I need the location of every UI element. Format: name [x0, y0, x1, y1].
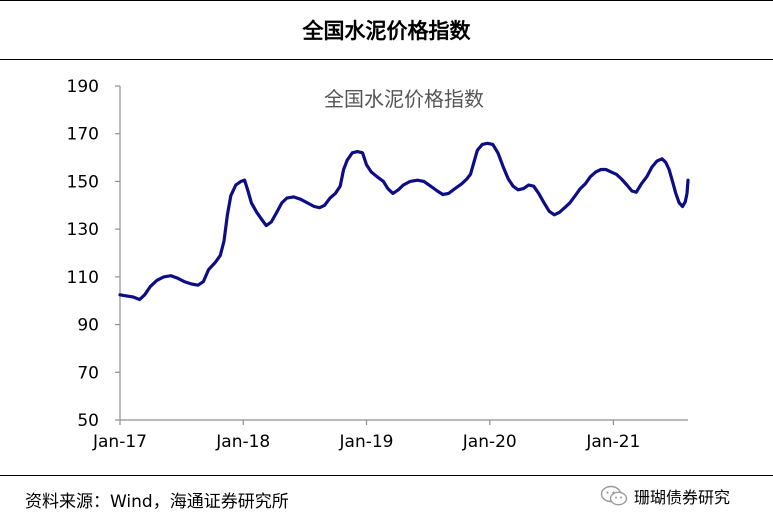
watermark-text: 珊瑚债券研究 [634, 488, 731, 507]
series-line [118, 141, 690, 302]
y-tick-label: 50 [77, 411, 99, 431]
x-tick-label: Jan-17 [92, 432, 147, 452]
chart-axes [115, 85, 688, 425]
x-tick-label: Jan-21 [585, 432, 640, 452]
chart-series [118, 141, 690, 302]
chart-inner-title: 全国水泥价格指数 [324, 87, 484, 111]
y-tick-label: 110 [67, 268, 99, 288]
chart-header-title: 全国水泥价格指数 [302, 18, 471, 43]
y-tick-label: 90 [77, 316, 99, 336]
x-tick-label: Jan-20 [462, 432, 517, 452]
source-note: 资料来源：Wind，海通证券研究所 [25, 492, 289, 512]
y-tick-label: 70 [77, 363, 99, 383]
y-tick-label: 130 [67, 220, 99, 240]
watermark: 珊瑚债券研究 [600, 484, 730, 508]
x-tick-label: Jan-18 [215, 432, 270, 452]
x-tick-label: Jan-19 [339, 432, 394, 452]
wechat-icon [600, 485, 628, 506]
y-tick-label: 150 [67, 172, 99, 192]
y-tick-label: 190 [67, 77, 99, 97]
y-tick-label: 170 [67, 125, 99, 145]
line-chart: 50 70 90 110 130 150 170 190 Jan-17 Jan-18 Jan-19 J… [67, 77, 690, 452]
chart-header: 全国水泥价格指数 [0, 0, 773, 60]
chart-footer: 资料来源：Wind，海通证券研究所 珊瑚债券研究 [0, 475, 773, 518]
chart-tick-labels: 50 70 90 110 130 150 170 190 Jan-17 Jan-18 Jan-19 J… [67, 77, 641, 452]
